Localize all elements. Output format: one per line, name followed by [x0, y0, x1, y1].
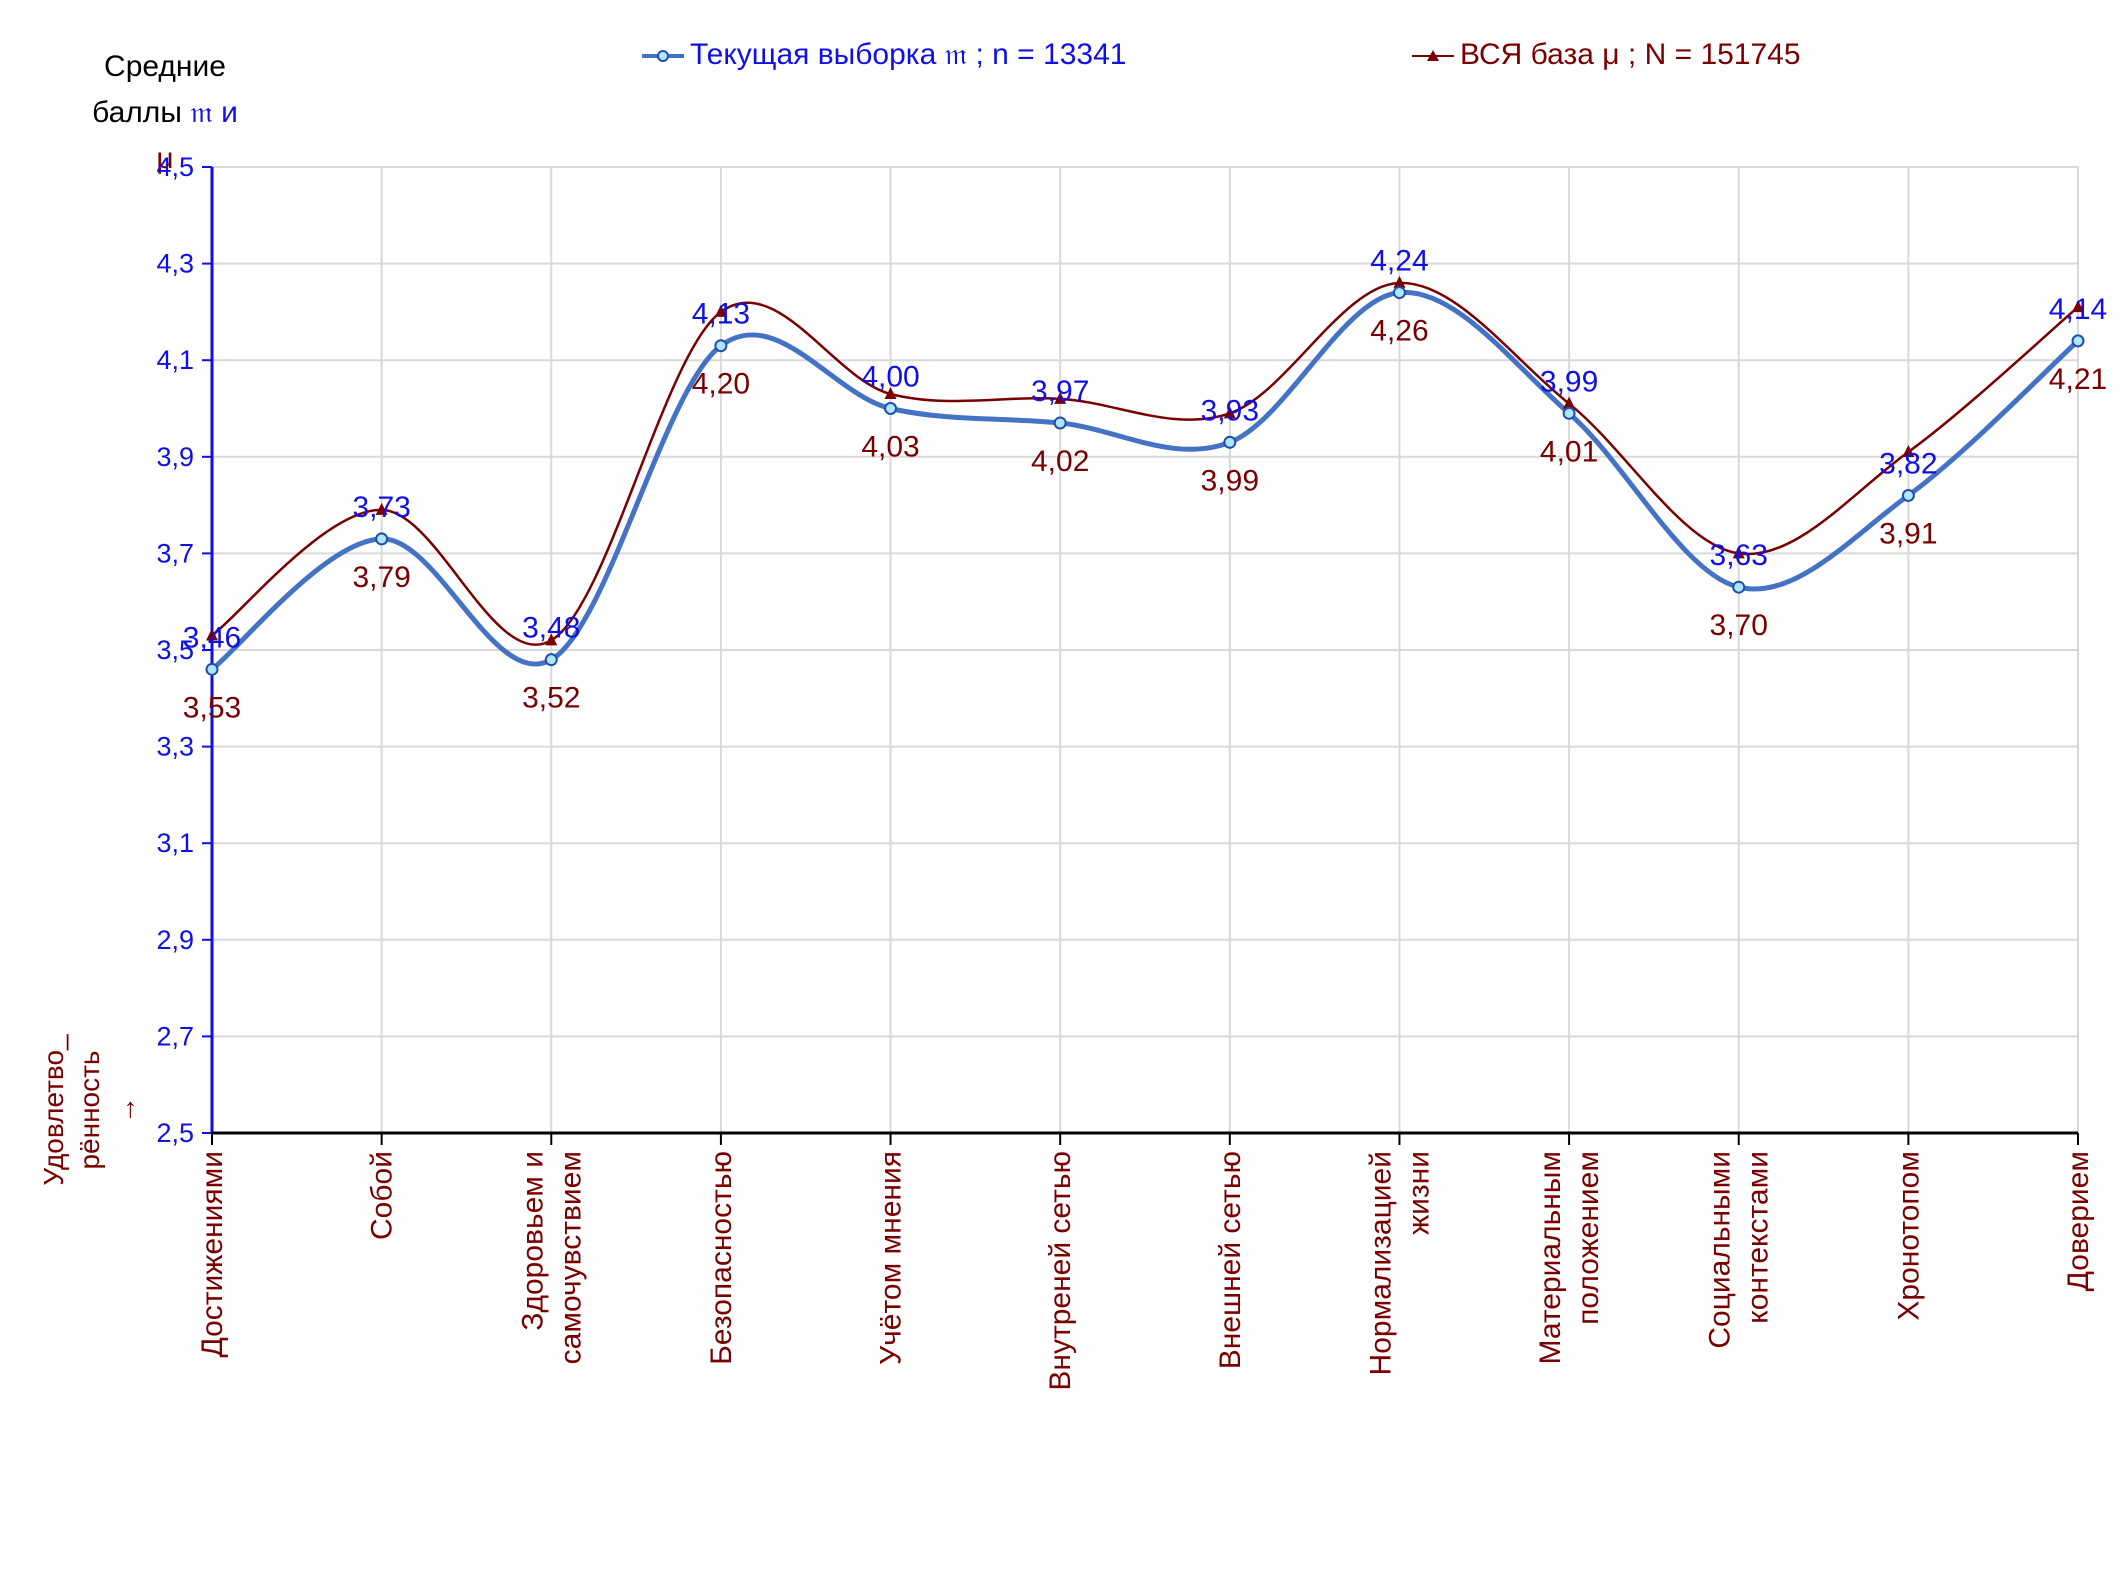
data-label-base: 4,02	[1031, 445, 1089, 478]
x-category-label: контекстами	[1742, 1151, 1775, 1324]
y-tick-label: 4,1	[156, 345, 194, 375]
point-base	[1223, 406, 1236, 419]
base-symbol: μ	[156, 142, 174, 175]
point-base	[1563, 396, 1576, 409]
y-tick-label: 3,7	[156, 538, 194, 568]
x-category-label: Нормализацией	[1364, 1151, 1397, 1375]
point-sample	[1223, 435, 1237, 449]
x-category-label: Здоровьем и	[516, 1151, 549, 1331]
data-label-sample: 3,73	[352, 491, 410, 524]
data-label-base: 4,21	[2049, 363, 2107, 396]
legend-label-sample: Текущая выборка 𝔪 ; n = 13341	[690, 38, 1127, 71]
y-tick-label: 3,9	[156, 442, 194, 472]
point-sample	[714, 339, 728, 353]
data-label-sample: 3,93	[1201, 394, 1259, 427]
x-category-label: самочувствием	[554, 1151, 587, 1364]
point-base	[714, 304, 727, 317]
point-sample	[1901, 488, 1915, 502]
series-line-base	[211, 281, 2079, 646]
y-axis-title-line2: баллы 𝔪 и μ	[92, 96, 238, 175]
legend-entry-base: ВСЯ база μ ; N = 151745	[1410, 38, 1801, 72]
y-tick-label: 2,7	[156, 1021, 194, 1051]
y-tick-label: 3,3	[156, 732, 194, 762]
point-base	[545, 633, 558, 646]
legend-marker-sample	[642, 50, 684, 63]
data-label-base: 3,79	[352, 561, 410, 594]
x-category-label: Внутреней сетью	[1044, 1151, 1077, 1391]
x-category-label: Доверием	[2062, 1151, 2095, 1291]
point-sample	[544, 653, 558, 667]
point-sample	[1562, 406, 1576, 420]
point-sample	[1053, 416, 1067, 430]
x-category-label: Учётом мнения	[875, 1151, 908, 1365]
legend-entry-sample: Текущая выборка 𝔪 ; n = 13341	[640, 38, 1126, 72]
y-tick-label: 4,5	[156, 152, 194, 182]
legend-label-base: ВСЯ база μ ; N = 151745	[1460, 38, 1801, 71]
data-label-base: 4,26	[1370, 315, 1428, 348]
data-label-sample: 3,97	[1031, 375, 1089, 408]
point-base	[884, 387, 897, 400]
data-label-sample: 3,46	[183, 621, 241, 654]
x-category-label: Безопасностью	[705, 1151, 738, 1365]
x-category-label: положением	[1572, 1151, 1605, 1325]
y-axis-title: Средние баллы 𝔪 и μ	[80, 44, 250, 182]
x-category-label: жизни	[1402, 1151, 1435, 1235]
point-base	[1902, 444, 1915, 457]
data-label-sample: 3,82	[1879, 447, 1937, 480]
y-tick-label: 3,5	[156, 635, 194, 665]
data-label-base: 3,53	[183, 691, 241, 724]
data-label-base: 3,91	[1879, 517, 1937, 550]
x-category-label: Внешней сетью	[1214, 1151, 1247, 1369]
y-axis-title-line1: Средние	[104, 50, 226, 83]
x-category-label: Социальными	[1704, 1151, 1737, 1349]
y-tick-label: 2,5	[156, 1118, 194, 1148]
point-sample	[884, 402, 898, 415]
point-sample	[1392, 286, 1406, 300]
data-label-sample: 3,63	[1710, 539, 1768, 572]
data-label-sample: 4,14	[2049, 293, 2107, 326]
y-tick-label: 4,3	[156, 249, 194, 279]
legend-marker-base	[1412, 50, 1454, 62]
data-label-sample: 3,48	[522, 612, 580, 645]
x-category-label: Достижениями	[196, 1151, 229, 1358]
data-label-sample: 4,00	[861, 361, 919, 394]
point-base	[1054, 391, 1067, 404]
point-base	[1393, 275, 1406, 288]
data-label-base: 3,70	[1710, 609, 1768, 642]
data-label-sample: 4,24	[1370, 245, 1428, 278]
data-label-sample: 4,13	[692, 298, 750, 331]
x-category-label: Материальным	[1534, 1151, 1567, 1364]
point-base	[206, 628, 218, 641]
data-label-sample: 3,99	[1540, 365, 1598, 398]
point-sample	[2071, 334, 2085, 348]
x-category-label: Собой	[366, 1151, 399, 1240]
point-sample	[375, 532, 389, 546]
data-label-base: 4,20	[692, 368, 750, 401]
data-label-base: 3,52	[522, 682, 580, 715]
point-sample	[1732, 580, 1746, 594]
point-base	[2072, 300, 2084, 313]
data-label-base: 3,99	[1201, 464, 1259, 497]
data-label-base: 4,03	[861, 431, 919, 464]
y-tick-label: 2,9	[156, 925, 194, 955]
point-base	[1732, 546, 1745, 559]
point-sample	[205, 662, 219, 676]
point-base	[375, 502, 388, 515]
series-line-sample	[210, 290, 2080, 672]
data-label-base: 4,01	[1540, 435, 1598, 468]
x-category-label: Хронотопом	[1892, 1151, 1925, 1321]
y-tick-label: 3,1	[156, 828, 194, 858]
sample-symbol: 𝔪	[190, 96, 213, 129]
